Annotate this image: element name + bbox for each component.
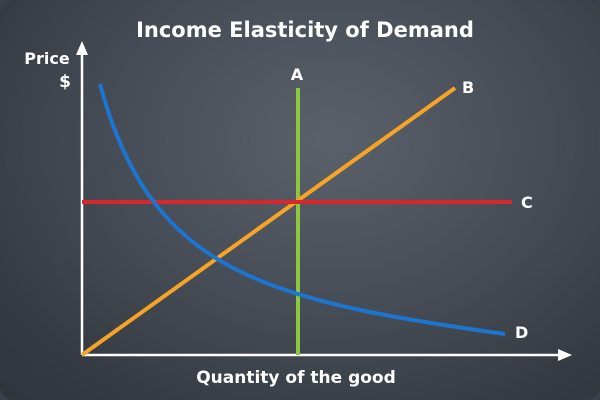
curve-b-line bbox=[80, 86, 457, 357]
x-axis-label: Quantity of the good bbox=[196, 368, 396, 388]
x-axis-arrowhead bbox=[558, 349, 572, 361]
curve-d-curve bbox=[98, 83, 506, 336]
curve-b-label: B bbox=[462, 78, 474, 97]
curves bbox=[80, 83, 512, 357]
curve-c-label: C bbox=[521, 193, 533, 212]
curve-d-label: D bbox=[515, 323, 528, 342]
y-axis-label: Price bbox=[24, 49, 70, 68]
y-axis-arrowhead bbox=[76, 41, 88, 55]
diagram-title: Income Elasticity of Demand bbox=[136, 18, 474, 42]
curve-a-label: A bbox=[291, 65, 304, 84]
y-axis-unit: $ bbox=[59, 72, 71, 92]
